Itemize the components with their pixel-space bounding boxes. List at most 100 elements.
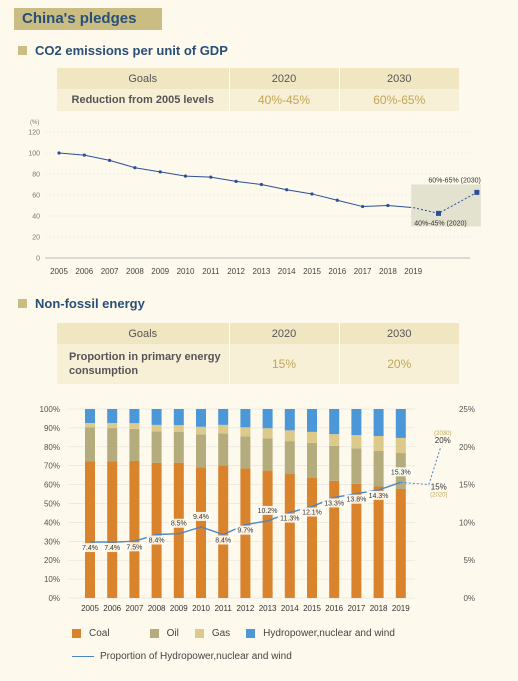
energy-bar-hydropower [373,409,384,437]
energy-bar-hydropower [85,409,95,423]
energy-xtick-label: 2014 [281,604,299,613]
energy-data-label-bg [213,535,234,545]
energy-ytick-left: 100% [40,405,60,414]
co2-data-point [310,192,314,196]
nonfossil-goals-table: Goals 2020 2030 Proportion in primary en… [57,323,459,384]
energy-data-label-bg [322,498,347,508]
energy-data-label-bg [191,511,211,521]
energy-data-label: 8.4% [149,537,165,544]
energy-bar-hydropower [262,409,273,429]
co2-xtick-label: 2017 [354,267,372,276]
energy-bar-coal [307,477,317,598]
energy-xtick-label: 2016 [325,604,343,613]
energy-bar-gas [284,430,295,442]
energy-bar-oil [284,441,295,475]
co2-data-point [57,151,61,155]
energy-xtick-label: 2012 [237,604,255,613]
energy-bar-coal [173,462,184,598]
energy-target-2030-line [428,446,442,485]
energy-bar-hydropower [307,409,317,432]
co2-data-point [234,179,238,183]
energy-ytick-left: 50% [44,500,60,509]
energy-bar-gas [129,423,140,429]
co2-xtick-label: 2012 [227,267,245,276]
energy-data-label-bg [146,535,167,545]
legend-item-oil: Oil [149,628,179,639]
energy-bar-gas [107,422,118,429]
co2-xtick-label: 2016 [328,267,346,276]
co2-ytick-label: 40 [32,214,40,221]
energy-bar-hydropower [351,409,362,436]
energy-data-label: 14.3% [369,493,389,500]
energy-ytick-right: 20% [459,443,475,452]
energy-bar-oil [240,436,251,469]
energy-ytick-left: 20% [44,556,60,565]
energy-ytick-left: 80% [44,443,60,452]
energy-target-2030-label: 20% [435,436,451,445]
co2-ytick-label: 100 [28,151,40,158]
energy-xtick-label: 2010 [192,604,210,613]
legend-swatch-coal [72,629,81,638]
co2-xtick-label: 2011 [202,267,220,276]
energy-ytick-right: 5% [463,556,475,565]
co2-data-point [259,182,263,187]
co2-data-point [133,166,137,170]
co2-data-point [183,174,188,178]
energy-data-label-bg [235,525,256,535]
section-co2-title: CO2 emissions per unit of GDP [35,43,228,58]
energy-xtick-label: 2006 [103,604,121,613]
energy-data-label: 11.3% [280,516,299,523]
goals-header: Goals [128,72,158,85]
energy-xtick-label: 2017 [348,604,366,613]
energy-data-label-bg [366,490,391,500]
co2-xtick-label: 2018 [379,267,397,276]
goal-row-label: Reduction from 2005 levels [71,94,214,106]
goal-2030-value: 60%-65% [338,89,459,111]
section-nonfossil-title: Non-fossil energy [35,296,145,311]
energy-bar-hydropower [329,409,340,435]
co2-ytick-label: 0 [36,256,40,263]
legend-item-gas: Gas [194,628,230,639]
legend-swatch-hydro [246,629,256,638]
co2-xtick-label: 2007 [101,267,119,276]
energy-data-label: 8.5% [171,521,187,528]
co2-xtick-label: 2005 [50,267,68,276]
energy-bar-oil [107,428,118,462]
energy-data-label-bg [102,543,123,553]
energy-bar-coal [395,488,406,598]
section-marker-icon [18,299,27,308]
energy-data-label: 7.4% [82,545,98,552]
energy-bar-coal [196,467,206,598]
energy-bar-coal [151,462,162,598]
energy-bar-coal [284,474,295,598]
legend-item-hydro: Hydropower,nuclear and wind [246,628,395,639]
goal-2030-header: 2030 [338,323,459,344]
legend-line-swatch [72,655,94,658]
co2-xtick-label: 2013 [253,267,271,276]
co2-target-2030-label: 60%-65% (2030) [428,177,481,184]
energy-bar-gas [329,434,340,446]
energy-bar-gas [240,427,251,437]
energy-data-label-bg [124,542,145,552]
energy-bar-oil [85,427,95,462]
energy-bar-gas [85,422,95,428]
energy-bar-hydropower [395,409,406,438]
co2-xtick-label: 2014 [278,267,296,276]
energy-data-label: 9.7% [237,528,253,535]
energy-bar-oil [262,438,273,471]
energy-bar-oil [196,434,206,468]
energy-bar-hydropower [151,409,162,425]
legend-label-oil: Oil [166,628,179,639]
energy-bar-gas [262,428,273,439]
energy-bar-oil [351,448,362,484]
energy-bar-gas [196,426,206,435]
co2-xtick-label: 2015 [303,267,321,276]
co2-data-point [285,188,289,192]
energy-bar-hydropower [173,409,184,426]
energy-data-label: 7.4% [104,545,120,552]
section-nonfossil-header: Non-fossil energy [18,296,145,311]
energy-ytick-right: 15% [459,481,475,490]
section-marker-icon [18,46,27,55]
energy-target-2020-year: (2020) [430,493,447,499]
energy-target-2020-line [400,481,429,486]
